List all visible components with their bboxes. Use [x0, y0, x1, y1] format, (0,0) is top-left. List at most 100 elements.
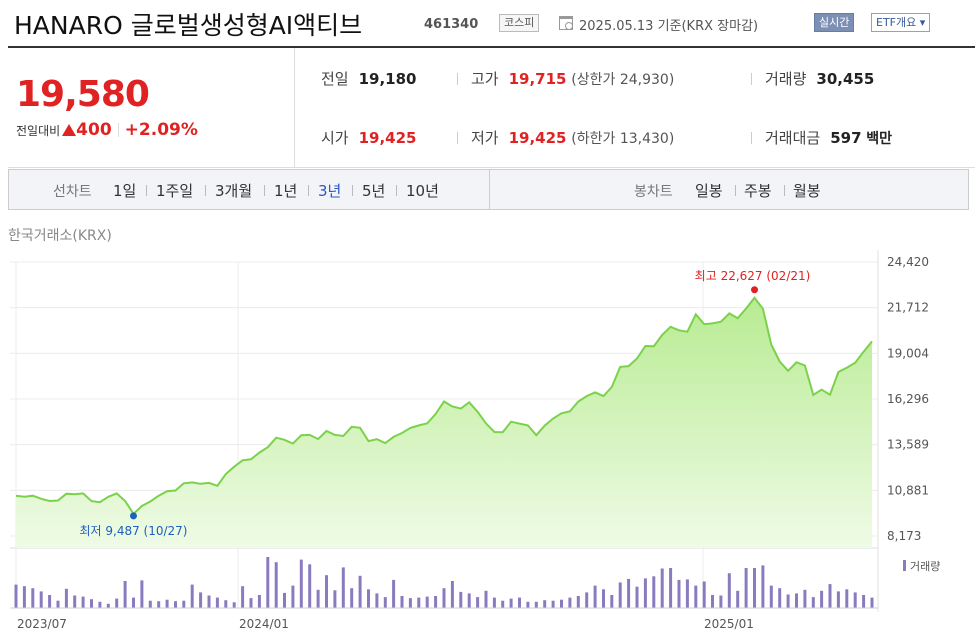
price-line: [15, 296, 873, 516]
volume-bar: [148, 600, 152, 608]
volume-bar: [459, 591, 463, 608]
volume-bar: [90, 599, 93, 608]
volume-bar: [862, 595, 866, 608]
x-axis-ticks: 2023/07 2024/01 2025/01: [17, 617, 754, 631]
x-tick-label: 2025/01: [704, 617, 754, 631]
tab-divider: [264, 185, 265, 196]
x-tick-label: 2023/07: [17, 617, 67, 631]
volume-bar: [795, 593, 798, 608]
volume-bar: [199, 592, 203, 608]
page-header: HANARO 글로벌생성형AI액티브 461340 코스피 2025.05.13…: [0, 0, 975, 46]
y-axis-ticks: 24,420 21,712 19,004 16,296 13,589 10,881 8,17…: [887, 255, 929, 543]
volume-bar: [677, 579, 681, 608]
volume-bar: [157, 601, 161, 608]
change-divider: [117, 123, 119, 137]
volume-bar: [165, 599, 169, 608]
volume-bar: [434, 596, 438, 608]
change-row: 전일대비 400 +2.09%: [16, 120, 198, 140]
stat-upper-limit: (상한가 24,930): [571, 72, 675, 88]
realtime-button[interactable]: 실시간: [814, 13, 855, 32]
volume-bar: [551, 600, 555, 608]
y-tick-label: 19,004: [887, 346, 929, 360]
volume-bar: [576, 596, 580, 608]
volume-bar: [736, 590, 740, 608]
etf-overview-button[interactable]: ETF개요 ▾: [871, 13, 931, 32]
tab-period-1d[interactable]: 1일: [113, 182, 137, 200]
volume-bar: [568, 597, 572, 608]
volume-bar: [627, 578, 631, 608]
y-tick-label: 8,173: [887, 529, 921, 543]
tab-candle-monthly[interactable]: 월봉: [793, 182, 821, 200]
stat-lower-limit: (하한가 13,430): [571, 131, 675, 147]
volume-legend-swatch: [903, 560, 906, 571]
volume-bar: [702, 581, 706, 608]
stat-prev: 전일 19,180: [321, 68, 417, 89]
volume-bar: [98, 601, 102, 608]
stat-divider: [457, 73, 458, 85]
volume-bar: [241, 586, 245, 608]
tab-divider: [308, 185, 309, 196]
volume-bar: [56, 600, 60, 608]
volume-bar: [727, 573, 731, 608]
volume-bar: [669, 568, 673, 608]
volume-bar: [836, 591, 840, 608]
exchange-label: 한국거래소(KRX): [8, 228, 112, 244]
stat-prev-label: 전일: [321, 70, 349, 88]
tab-period-3y[interactable]: 3년: [318, 182, 342, 200]
volume-bar: [299, 559, 303, 608]
tab-period-3m[interactable]: 3개월: [215, 182, 253, 200]
up-triangle-icon: [62, 124, 77, 136]
volume-bar: [744, 568, 748, 608]
x-tick-label: 2024/01: [239, 617, 289, 631]
tabs-middle-divider: [489, 170, 490, 209]
volume-bar: [64, 588, 68, 608]
volume-bar: [820, 590, 824, 608]
volume-bar: [341, 567, 345, 608]
volume-bar: [132, 597, 135, 608]
volume-bar: [417, 597, 421, 608]
volume-bar: [73, 595, 77, 608]
date-text: 2025.05.13 기준(KRX 장마감): [579, 19, 759, 34]
tab-candle-daily[interactable]: 일봉: [695, 182, 723, 200]
stat-volume: 거래량 30,455: [765, 68, 874, 89]
volume-bar: [593, 585, 597, 608]
volume-bar: [769, 585, 773, 608]
volume-bar: [484, 590, 488, 608]
volume-bar: [48, 595, 52, 608]
y-tick-label: 10,881: [887, 483, 929, 497]
volume-bar: [140, 580, 144, 608]
volume-bar: [635, 586, 639, 608]
volume-bar: [392, 579, 396, 608]
tab-candle-weekly[interactable]: 주봉: [744, 182, 772, 200]
volume-bar: [375, 593, 379, 608]
y-tick-label: 13,589: [887, 438, 929, 452]
volume-bar: [853, 592, 857, 608]
chart-period-tabs: 선차트 1일 1주일 3개월 1년 3년 5년 10년 봉차트 일봉 주봉 월봉: [8, 169, 969, 210]
tab-period-10y[interactable]: 10년: [406, 182, 439, 200]
volume-bar: [509, 598, 513, 608]
volume-bar: [367, 589, 370, 608]
tab-period-5y[interactable]: 5년: [362, 182, 386, 200]
volume-bar: [643, 578, 647, 608]
volume-bar: [274, 562, 278, 608]
volume-bar: [257, 595, 261, 608]
change-value: 400: [76, 120, 112, 140]
stat-low-label: 저가: [471, 129, 499, 147]
volume-bars: [10, 557, 878, 609]
volume-bar: [408, 598, 412, 608]
volume-bar: [350, 588, 354, 608]
volume-bar: [115, 598, 119, 608]
low-annotation: 최저 9,487 (10/27): [79, 524, 187, 538]
tab-divider: [205, 185, 206, 196]
volume-bar: [778, 588, 782, 608]
volume-bar: [753, 568, 756, 608]
stock-title: HANARO 글로벌생성형AI액티브: [14, 11, 363, 40]
tab-period-1w[interactable]: 1주일: [156, 182, 194, 200]
tab-period-1y[interactable]: 1년: [274, 182, 298, 200]
volume-bar: [845, 589, 849, 608]
stat-amount-value: 597: [830, 129, 862, 147]
volume-bar: [283, 592, 286, 608]
volume-bar: [291, 585, 295, 608]
stat-high-label: 고가: [471, 70, 499, 88]
change-label: 전일대비: [16, 124, 61, 138]
